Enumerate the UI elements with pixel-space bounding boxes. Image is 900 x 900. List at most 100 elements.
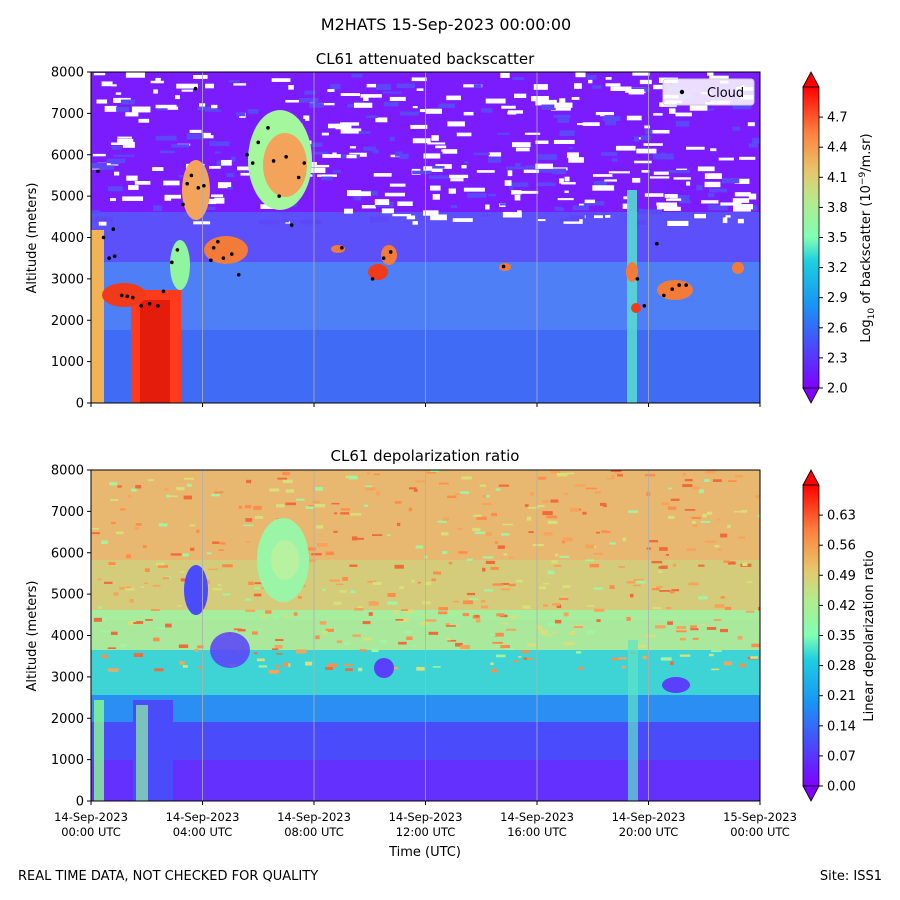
speckle	[413, 489, 418, 492]
noise-patch	[639, 79, 652, 85]
speckle	[144, 568, 150, 572]
noise-patch	[432, 194, 440, 200]
noise-patch	[428, 175, 450, 179]
noise-patch	[383, 101, 399, 107]
noise-patch	[376, 84, 392, 90]
speckle	[596, 619, 601, 622]
speckle	[658, 570, 663, 574]
speckle	[245, 609, 256, 612]
speckle	[422, 601, 431, 605]
speckle	[490, 567, 499, 570]
noise-patch	[97, 162, 119, 166]
speckle	[261, 614, 267, 619]
speckle	[564, 492, 568, 495]
noise-patch	[485, 204, 490, 210]
backscatter-feature-16	[732, 262, 744, 274]
speckle	[166, 495, 178, 498]
speckle	[379, 639, 388, 644]
noise-patch	[93, 72, 106, 76]
speckle	[589, 563, 600, 568]
y-tick-label: 3000	[51, 670, 84, 685]
speckle	[362, 637, 372, 641]
speckle	[559, 555, 570, 558]
noise-patch	[435, 145, 447, 149]
noise-patch	[537, 219, 546, 222]
speckle	[285, 489, 295, 493]
speckle	[445, 625, 456, 627]
speckle	[543, 532, 553, 536]
noise-patch	[412, 221, 418, 225]
noise-patch	[366, 83, 377, 88]
speckle	[712, 479, 722, 482]
speckle	[510, 615, 518, 619]
noise-patch	[353, 102, 373, 108]
speckle	[102, 616, 107, 621]
speckle	[156, 627, 165, 630]
depolarization-feature-12	[374, 658, 394, 678]
x-tick-label-date: 14-Sep-2023	[166, 810, 240, 824]
noise-patch	[332, 170, 342, 174]
speckle	[182, 553, 189, 557]
noise-patch	[181, 89, 193, 92]
y-tick-label: 6000	[51, 148, 84, 163]
noise-patch	[721, 178, 740, 184]
speckle	[252, 631, 258, 635]
speckle	[426, 471, 436, 474]
noise-patch	[399, 153, 409, 160]
speckle	[119, 643, 127, 648]
speckle	[742, 562, 748, 567]
speckle	[446, 638, 451, 641]
depolarization-feature-9	[210, 632, 250, 668]
speckle	[92, 527, 99, 530]
noise-patch	[679, 199, 691, 204]
speckle	[349, 564, 358, 567]
noise-patch	[438, 103, 456, 109]
noise-patch	[626, 115, 642, 121]
speckle	[245, 598, 252, 601]
speckle	[720, 596, 726, 599]
speckle	[373, 473, 380, 476]
speckle	[143, 582, 149, 585]
depolarization-colorbar-ticks: 0.00 0.07 0.14 0.21 0.28 0.35 0.42 0.49 0.56 0.63	[819, 509, 856, 795]
speckle	[758, 606, 760, 611]
noise-patch	[559, 98, 566, 103]
noise-patch	[347, 103, 354, 108]
noise-patch	[593, 181, 608, 186]
noise-patch	[394, 151, 403, 157]
speckle	[635, 644, 647, 648]
speckle	[672, 563, 677, 567]
noise-patch	[675, 120, 690, 127]
noise-patch	[568, 146, 574, 150]
cloud-point	[256, 140, 261, 145]
noise-patch	[171, 144, 190, 148]
cloud-point	[181, 202, 185, 207]
speckle	[244, 505, 252, 509]
noise-patch	[675, 112, 692, 117]
speckle	[586, 487, 597, 490]
speckle	[329, 579, 340, 582]
speckle	[566, 472, 575, 475]
speckle	[466, 592, 475, 596]
cloud-point	[107, 256, 111, 260]
noise-patch	[125, 112, 139, 117]
speckle	[107, 668, 119, 672]
cloud-point	[501, 264, 506, 269]
noise-patch	[537, 154, 557, 160]
colorbar-tick-label: 2.3	[827, 351, 848, 366]
speckle	[502, 523, 514, 526]
speckle	[542, 500, 549, 503]
speckle	[109, 482, 118, 486]
noise-patch	[638, 208, 643, 214]
speckle	[496, 613, 505, 617]
speckle	[135, 485, 142, 489]
noise-patch	[92, 153, 106, 157]
noise-patch	[557, 198, 574, 201]
speckle	[727, 524, 731, 529]
noise-patch	[535, 163, 553, 169]
noise-patch	[167, 106, 179, 110]
speckle	[196, 529, 200, 533]
speckle	[569, 630, 575, 635]
noise-patch	[335, 123, 352, 130]
speckle	[490, 633, 496, 636]
